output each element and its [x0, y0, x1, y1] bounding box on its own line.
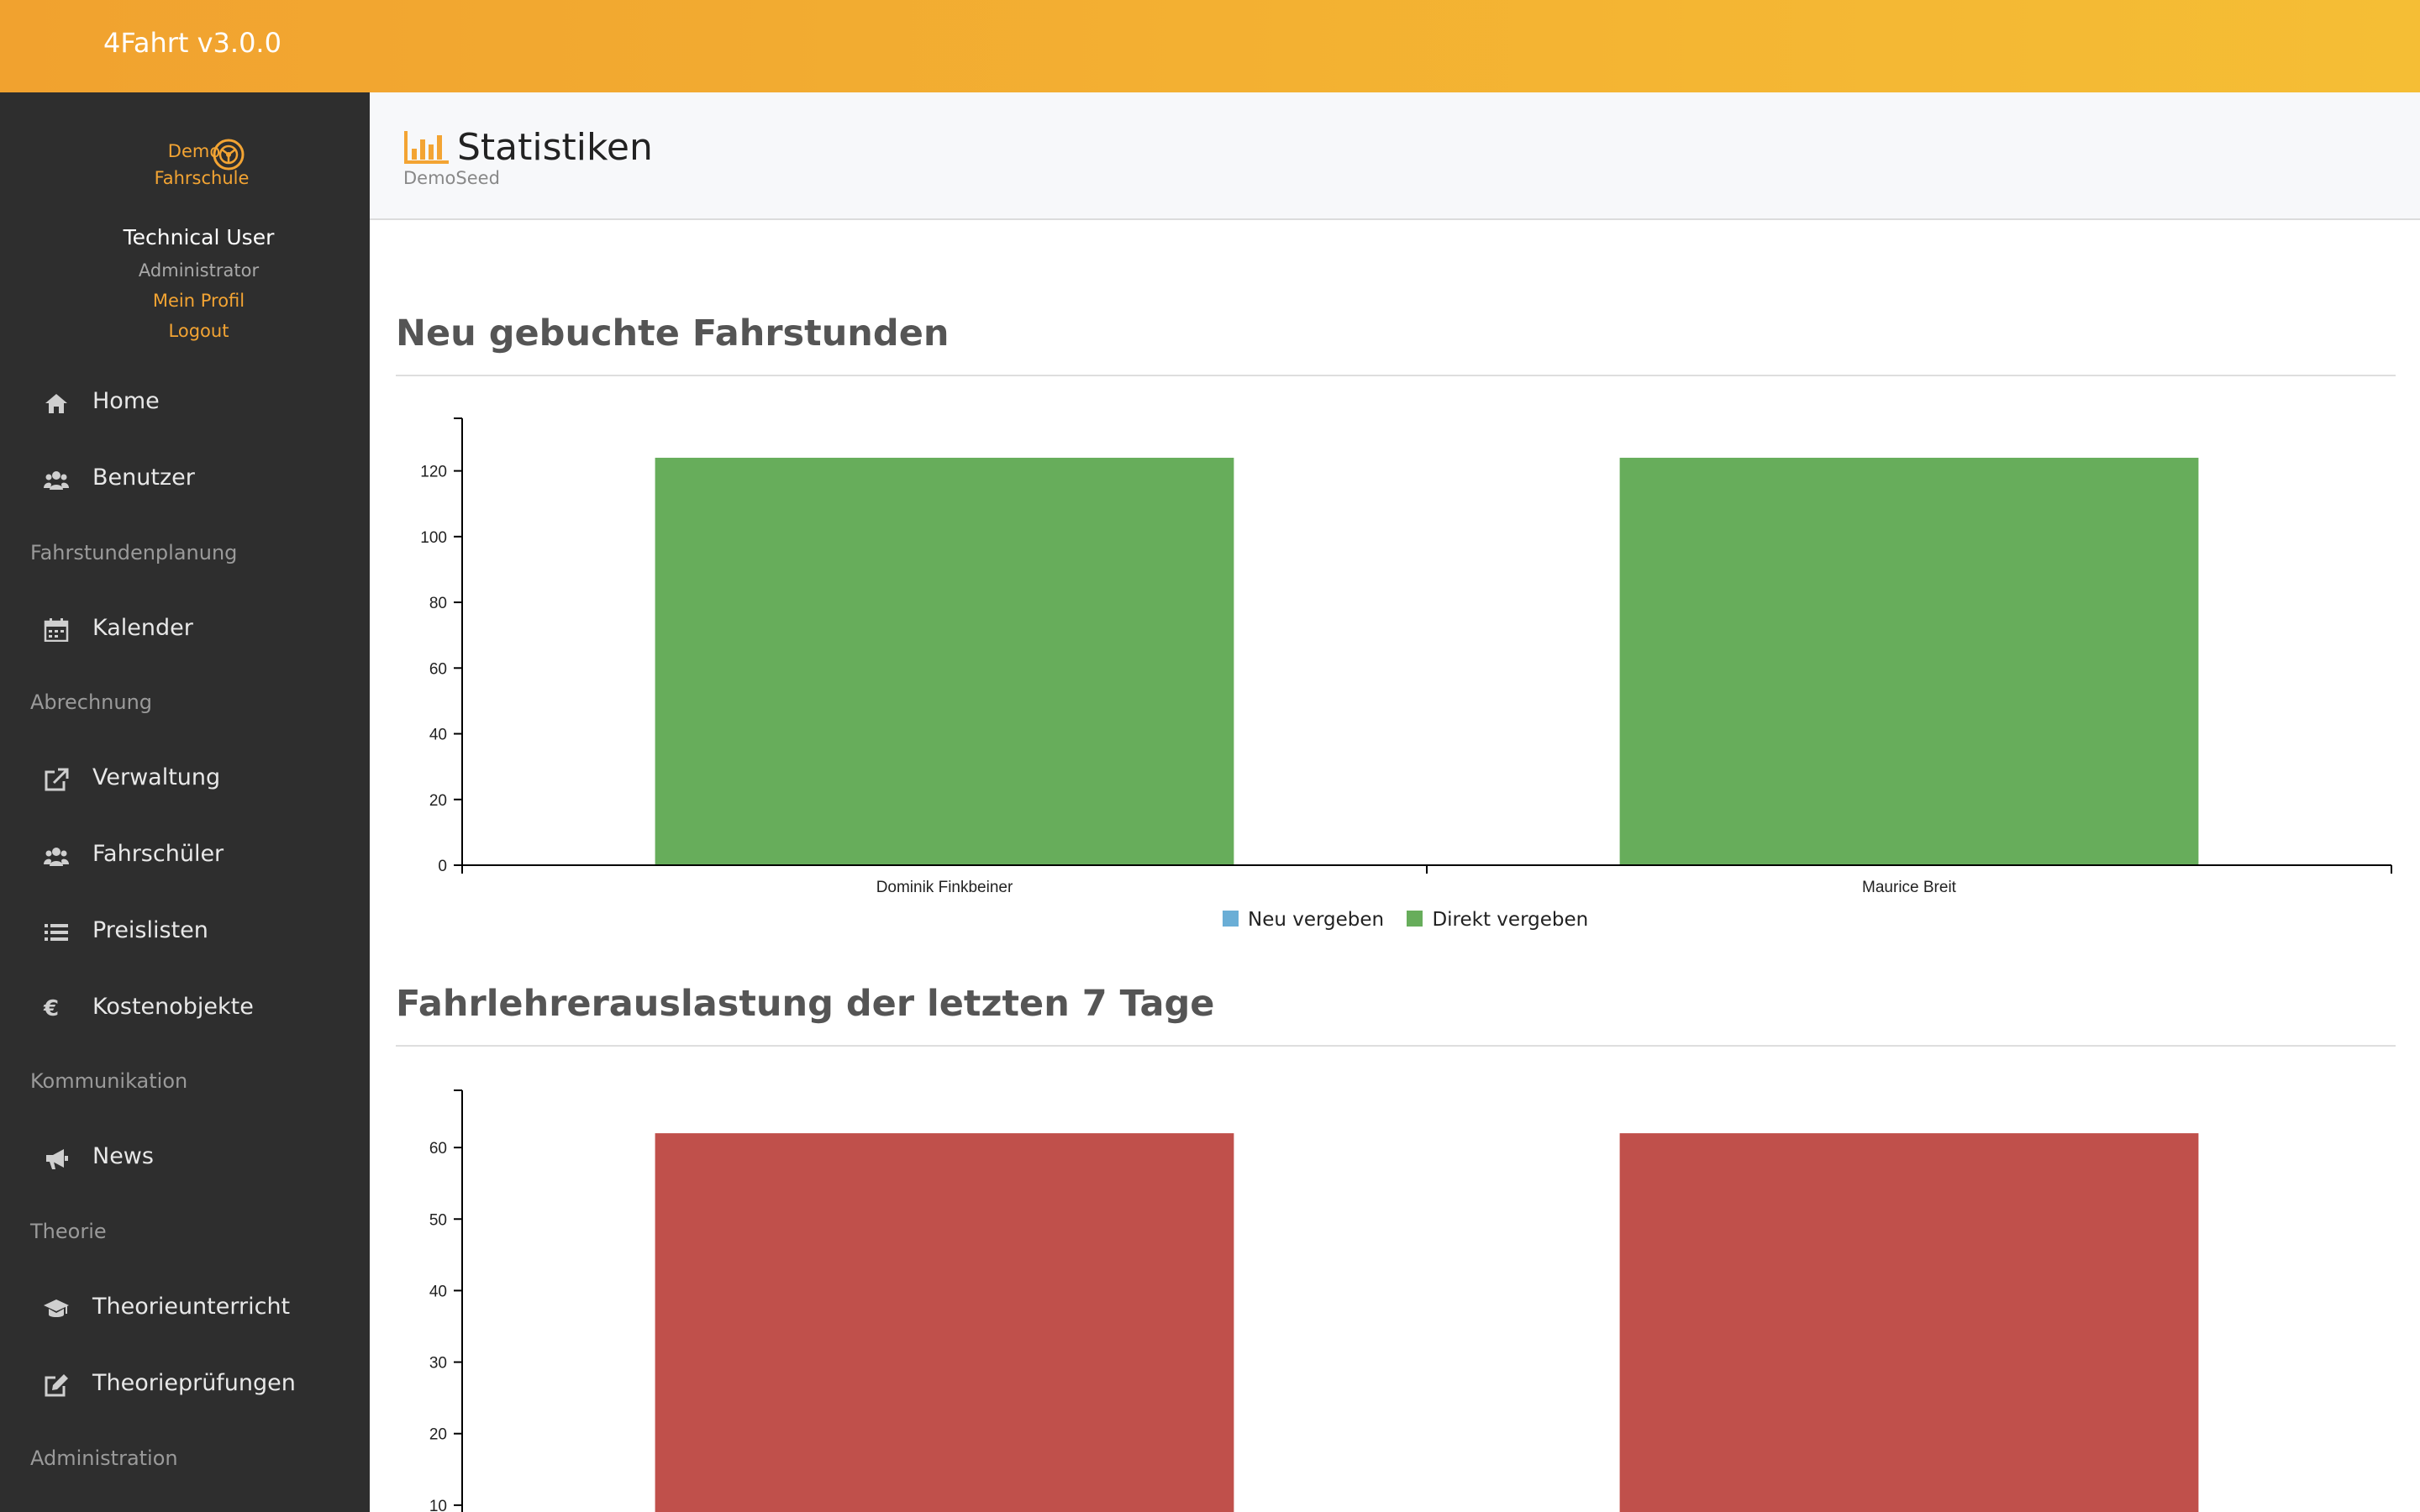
nav-label-pricelists: Preislisten	[92, 917, 208, 943]
page-title: Statistiken	[457, 126, 653, 169]
nav-section-theory: Theorie	[30, 1220, 107, 1243]
nav-item-costobjects[interactable]: € Kostenobjekte	[0, 975, 370, 1042]
top-bar: 4Fahrt v3.0.0	[0, 0, 2420, 92]
utilization-bar-chart: 10 20 30 40 50 60	[429, 1089, 2199, 1512]
nav-label-calendar: Kalender	[92, 615, 193, 641]
y-tick-label: 40	[429, 1283, 447, 1300]
legend-item-new-assigned[interactable]: Neu vergeben	[1223, 909, 1384, 931]
y-tick-label: 10	[429, 1498, 447, 1512]
nav-label-theory-lessons: Theorieunterricht	[92, 1294, 291, 1320]
logo-text: Demo Fahrschule	[151, 138, 252, 192]
home-icon	[45, 394, 67, 413]
nav-section-administration: Administration	[30, 1446, 178, 1470]
y-tick-label: 60	[429, 660, 447, 678]
bar	[1619, 457, 2199, 865]
page-subtitle: DemoSeed	[403, 168, 500, 188]
nav-label-students: Fahrschüler	[92, 841, 224, 867]
y-tick-label: 120	[420, 464, 447, 481]
logo-line-2: Fahrschule	[154, 168, 250, 188]
megaphone-icon	[46, 1149, 68, 1169]
nav-label-home: Home	[92, 388, 160, 414]
nav-label-costobjects: Kostenobjekte	[92, 994, 254, 1020]
section-divider	[396, 375, 2396, 376]
my-profile-link[interactable]: Mein Profil	[152, 291, 245, 311]
legend-label: Direkt vergeben	[1432, 909, 1589, 931]
nav-item-students[interactable]: Fahrschüler	[0, 822, 370, 890]
y-tick-label: 0	[438, 858, 447, 875]
bar	[655, 457, 1234, 865]
nav-section-billing: Abrechnung	[30, 690, 153, 714]
nav-label-management: Verwaltung	[92, 764, 221, 790]
bookings-section-title: Neu gebuchte Fahrstunden	[396, 312, 950, 354]
nav-section-planning: Fahrstundenplanung	[30, 541, 238, 564]
nav-item-users[interactable]: Benutzer	[0, 446, 370, 513]
legend-swatch	[1407, 911, 1423, 927]
chart-legend: Neu vergeben Direkt vergeben	[1223, 909, 1605, 931]
calendar-icon	[44, 618, 69, 642]
legend-label: Neu vergeben	[1248, 909, 1385, 931]
external-link-icon	[45, 768, 69, 791]
y-tick-label: 100	[420, 529, 447, 547]
legend-swatch	[1223, 911, 1239, 927]
y-tick-label: 60	[429, 1140, 447, 1158]
euro-icon: €	[44, 996, 60, 1021]
school-logo[interactable]: Demo Fahrschule	[0, 138, 370, 197]
nav-item-pricelists[interactable]: Preislisten	[0, 899, 370, 966]
bar	[655, 1133, 1234, 1512]
logo-line-1: Demo	[167, 141, 221, 161]
nav-label-news: News	[92, 1143, 154, 1169]
utilization-section-title: Fahrlehrerauslastung der letzten 7 Tage	[396, 983, 1215, 1025]
page-header: Statistiken DemoSeed	[370, 92, 2420, 220]
user-name: Technical User	[123, 225, 275, 249]
y-tick-label: 50	[429, 1211, 447, 1229]
edit-icon	[45, 1374, 68, 1397]
legend-item-direct-assigned[interactable]: Direkt vergeben	[1407, 909, 1588, 931]
logout-link[interactable]: Logout	[168, 321, 229, 341]
nav-item-home[interactable]: Home	[0, 370, 370, 437]
sidebar: Demo Fahrschule Technical User Administr…	[0, 92, 370, 1512]
nav-label-users: Benutzer	[92, 465, 195, 491]
nav-item-management[interactable]: Verwaltung	[0, 746, 370, 813]
y-tick-label: 30	[429, 1355, 447, 1373]
nav-item-theory-exams[interactable]: Theorieprüfungen	[0, 1352, 370, 1419]
nav-section-communication: Kommunikation	[30, 1069, 188, 1093]
section-divider	[396, 1045, 2396, 1047]
x-tick-label: Maurice Breit	[1862, 879, 1957, 896]
graduation-cap-icon	[44, 1299, 69, 1317]
bar-chart-icon	[404, 131, 449, 164]
nav-item-calendar[interactable]: Kalender	[0, 596, 370, 664]
y-tick-label: 20	[429, 792, 447, 810]
list-icon	[45, 924, 68, 941]
bar	[1619, 1133, 2199, 1512]
y-tick-label: 20	[429, 1426, 447, 1444]
nav-item-theory-lessons[interactable]: Theorieunterricht	[0, 1275, 370, 1342]
user-role: Administrator	[138, 260, 260, 281]
app-title[interactable]: 4Fahrt v3.0.0	[103, 27, 281, 59]
x-tick-label: Dominik Finkbeiner	[876, 879, 1013, 896]
y-tick-label: 80	[429, 595, 447, 612]
nav-label-theory-exams: Theorieprüfungen	[92, 1370, 296, 1396]
nav-item-news[interactable]: News	[0, 1125, 370, 1192]
y-tick-label: 40	[429, 727, 447, 744]
steering-wheel-icon	[213, 139, 245, 171]
users-icon	[44, 471, 69, 490]
users-icon	[44, 848, 69, 866]
bookings-bar-chart: 0 20 40 60 80 100 120 Dominik Finkbeiner Maurice…	[420, 417, 2392, 896]
